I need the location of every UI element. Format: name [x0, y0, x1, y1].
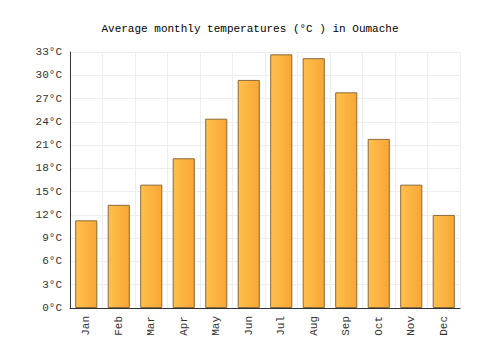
svg-text:Jul: Jul [275, 316, 287, 336]
svg-text:24°C: 24°C [36, 116, 63, 128]
svg-text:15°C: 15°C [36, 186, 63, 198]
svg-text:27°C: 27°C [36, 93, 63, 105]
svg-text:9°C: 9°C [42, 232, 62, 244]
svg-text:12°C: 12°C [36, 209, 63, 221]
svg-text:Apr: Apr [178, 316, 190, 336]
svg-text:3°C: 3°C [42, 279, 62, 291]
svg-text:0°C: 0°C [42, 302, 62, 314]
svg-text:Nov: Nov [405, 316, 417, 336]
svg-text:18°C: 18°C [36, 162, 63, 174]
svg-text:Aug: Aug [308, 316, 320, 336]
svg-text:Average monthly temperatures (: Average monthly temperatures (°C ) in Ou… [101, 23, 398, 35]
svg-text:Mar: Mar [145, 316, 157, 336]
svg-text:30°C: 30°C [36, 69, 63, 81]
svg-text:Dec: Dec [438, 316, 450, 336]
svg-text:Sep: Sep [340, 316, 352, 336]
svg-text:6°C: 6°C [42, 255, 62, 267]
svg-text:Feb: Feb [113, 316, 125, 336]
svg-text:Jun: Jun [243, 316, 255, 336]
svg-text:21°C: 21°C [36, 139, 63, 151]
svg-text:Jan: Jan [80, 316, 92, 336]
svg-text:33°C: 33°C [36, 46, 63, 58]
svg-text:Oct: Oct [373, 316, 385, 336]
svg-text:May: May [210, 316, 222, 336]
